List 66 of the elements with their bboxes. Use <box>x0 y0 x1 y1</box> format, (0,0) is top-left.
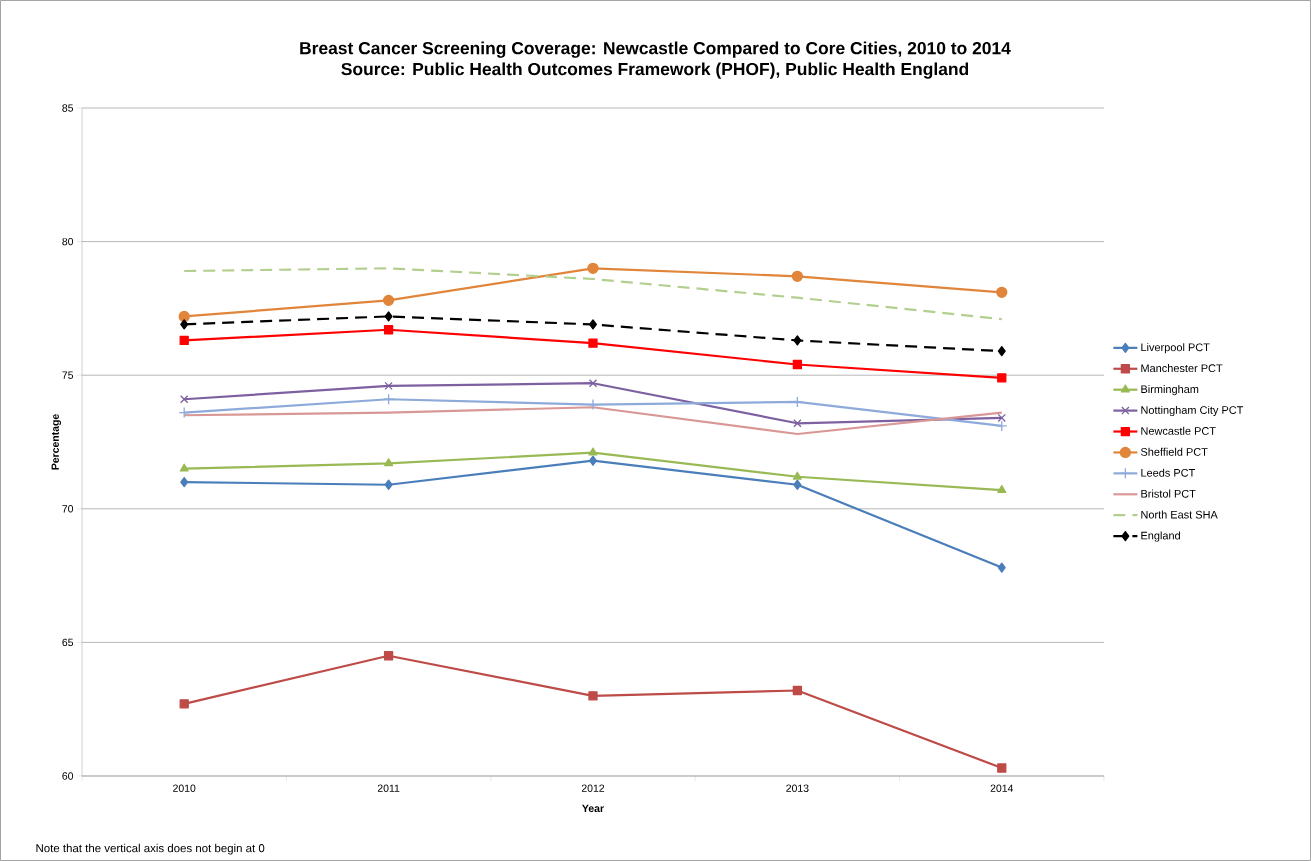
legend-label: Liverpool PCT <box>1141 343 1210 354</box>
point <box>997 763 1007 773</box>
line-series <box>183 406 1003 436</box>
point <box>997 484 1007 493</box>
point <box>996 420 1008 432</box>
point <box>383 325 394 335</box>
legend-label: Sheffield PCT <box>1140 447 1208 456</box>
point <box>588 447 598 456</box>
point <box>384 311 393 322</box>
x-tick-label: 2013 <box>786 784 809 792</box>
point <box>384 381 393 391</box>
point <box>792 359 803 370</box>
chart-title: Breast Cancer Screening Coverage: Newcastle Compared to Core Cities, 2010 to 2014 <box>300 41 1011 58</box>
text: Note that the vertical axis does not begin at 0 <box>36 843 265 855</box>
y-tick-label: 60 <box>62 772 74 780</box>
point <box>997 373 1007 383</box>
x-tick-label: 2011 <box>377 784 400 792</box>
point <box>791 270 804 282</box>
y-axis-title: Percentage <box>51 414 62 470</box>
point <box>997 413 1006 423</box>
point <box>588 379 598 388</box>
point <box>588 691 598 701</box>
y-tick-label: 85 <box>62 104 74 112</box>
point <box>179 335 189 346</box>
point <box>793 419 802 428</box>
x-tick-label: 2014 <box>990 784 1014 792</box>
point <box>996 286 1008 299</box>
point <box>793 479 802 490</box>
legend-label: England <box>1141 531 1180 542</box>
point <box>384 458 394 467</box>
point <box>179 699 189 709</box>
x-tick-label: 2012 <box>581 784 605 792</box>
point <box>180 476 189 488</box>
point <box>180 395 189 404</box>
point <box>382 393 395 405</box>
point <box>588 338 598 348</box>
y-tick-label: 65 <box>62 638 74 647</box>
point <box>792 685 803 696</box>
legend-label: Birmingham <box>1141 384 1199 396</box>
y-tick-label: 70 <box>62 505 74 513</box>
point <box>382 294 395 307</box>
point <box>180 319 189 330</box>
point <box>178 406 190 419</box>
point <box>587 262 599 274</box>
point <box>588 319 598 330</box>
point <box>179 463 189 472</box>
legend-label: Bristol PCT <box>1141 489 1196 498</box>
point <box>997 345 1006 357</box>
x-tick-label: 2010 <box>173 784 196 792</box>
y-tick-label: 80 <box>62 237 74 246</box>
legend-label: North East SHA <box>1141 510 1218 519</box>
point <box>792 471 802 480</box>
point <box>384 479 393 490</box>
point <box>178 310 190 323</box>
point <box>793 335 802 346</box>
legend-label: Leeds PCT <box>1141 468 1196 477</box>
y-tick-label: 75 <box>62 371 74 379</box>
x-axis-title: Year <box>582 804 604 813</box>
point <box>383 651 394 661</box>
point <box>997 562 1006 573</box>
legend-label: Manchester PCT <box>1141 364 1223 373</box>
point <box>587 398 599 411</box>
chart-subtitle: Source: Public Health Outcomes Framework (PHOF), Public Health England <box>341 62 969 79</box>
point <box>588 455 598 466</box>
legend-label: Newcastle PCT <box>1141 426 1216 435</box>
legend-label: Nottingham City PCT <box>1141 405 1244 417</box>
